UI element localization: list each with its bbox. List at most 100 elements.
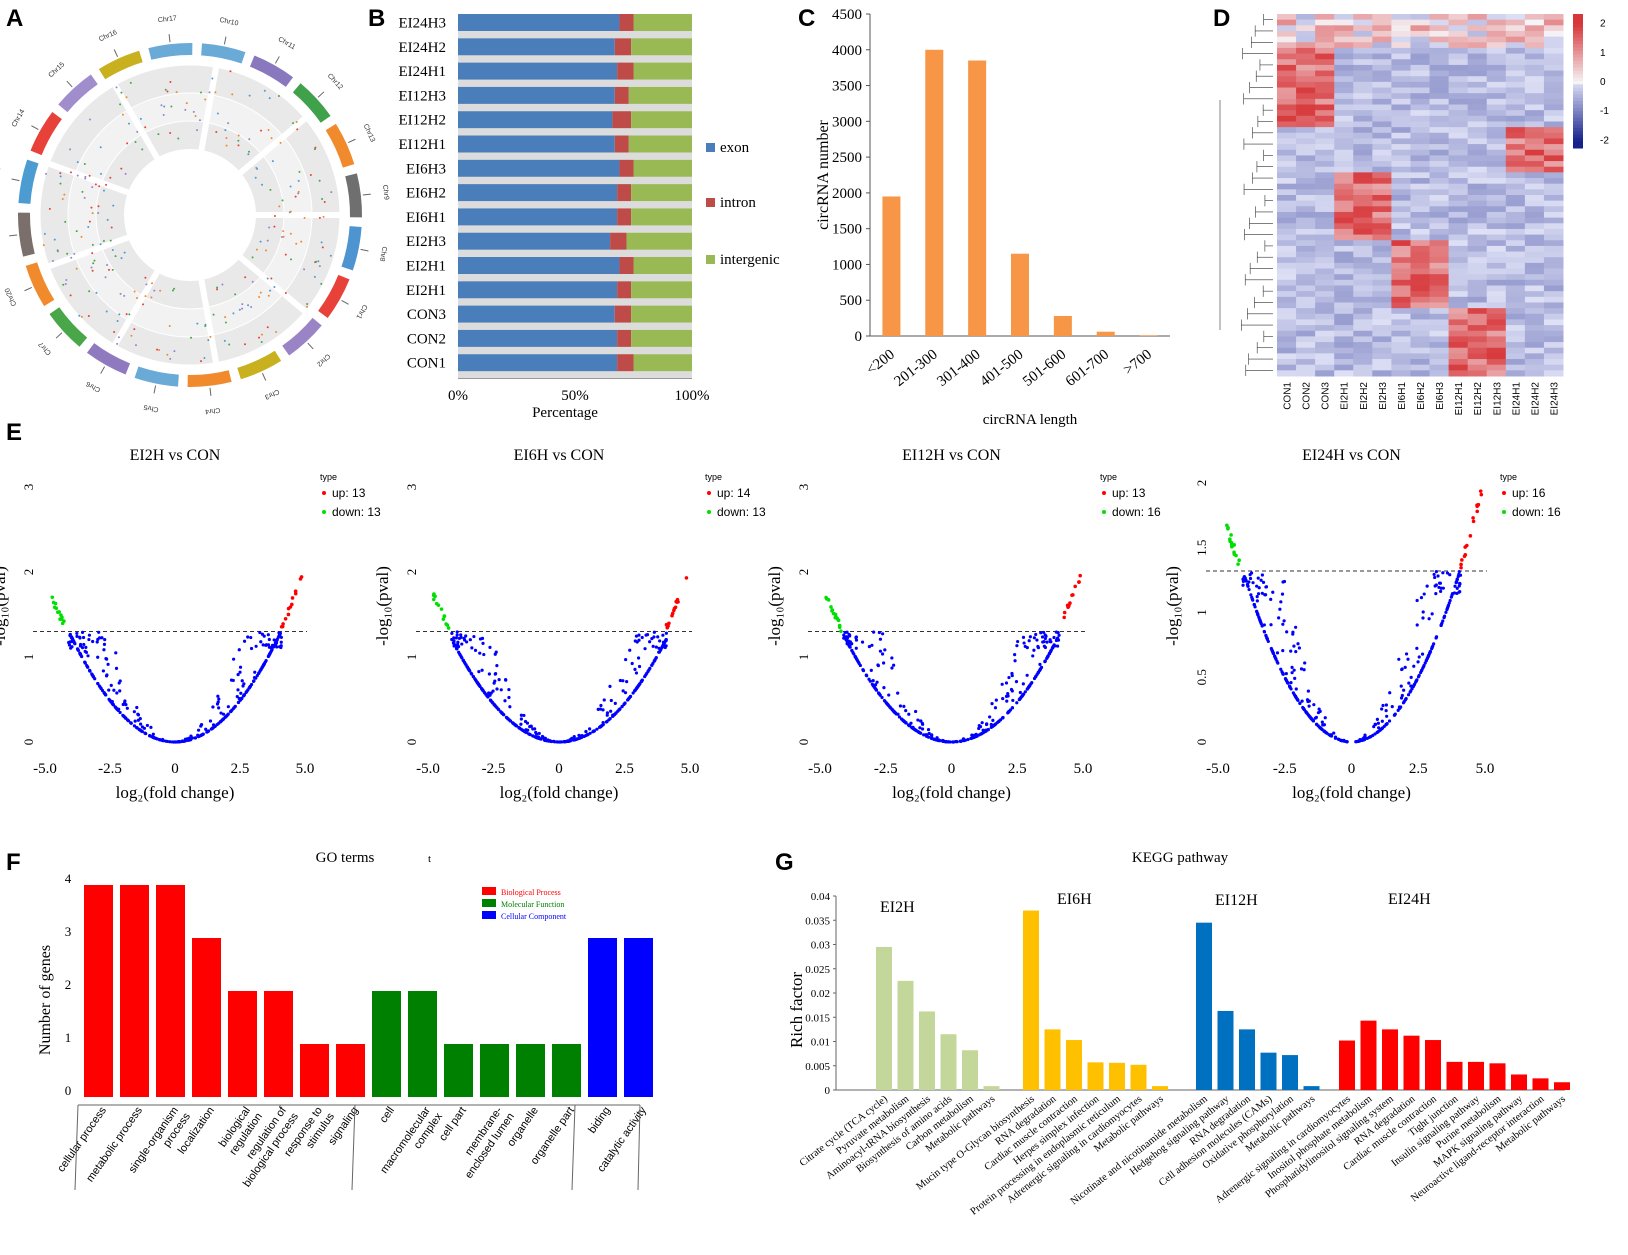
legend-label-down: down: 16 [1112, 505, 1161, 519]
bar-ei6h [1152, 1086, 1168, 1090]
point-nonsig [1312, 703, 1316, 707]
heatmap-cell [1429, 87, 1450, 94]
heatmap-cell [1277, 206, 1297, 213]
point-nonsig [102, 642, 107, 646]
circos-point [251, 256, 254, 259]
heatmap-cell [1296, 211, 1316, 219]
point-nonsig [1427, 617, 1431, 621]
heatmap-cell [1448, 64, 1469, 72]
point-nonsig [625, 680, 629, 684]
heatmap-cell [1486, 364, 1507, 371]
point-nonsig [573, 738, 577, 742]
heatmap-cell [1391, 245, 1411, 253]
point-nonsig [591, 730, 595, 734]
heatmap-cell [1410, 166, 1431, 173]
heatmap-cell [1372, 240, 1392, 247]
colorbar-tick-label: -2 [1600, 135, 1609, 146]
circos-point [84, 177, 87, 180]
heatmap-cell [1372, 279, 1392, 286]
heatmap-cell [1277, 25, 1297, 32]
heatmap-cell [1353, 14, 1373, 21]
point-nonsig [139, 722, 143, 726]
point-nonsig [1045, 656, 1049, 660]
heatmap-cell [1391, 53, 1411, 60]
heatmap-cell [1543, 240, 1564, 247]
y-axis-title: Number of genes [37, 945, 54, 1055]
heatmap-cell [1543, 149, 1564, 156]
bar-exon [458, 86, 615, 104]
colorbar-segment [1573, 17, 1583, 22]
point-nonsig [918, 726, 922, 730]
heatmap-cell [1372, 87, 1392, 94]
heatmap-cell [1448, 257, 1469, 264]
heatmap-cell [1429, 325, 1450, 332]
heatmap-cell [1315, 59, 1335, 66]
circos-point [295, 120, 298, 123]
heatmap-cell [1410, 308, 1431, 315]
point-nonsig [1316, 724, 1320, 728]
point-nonsig [614, 711, 618, 715]
heatmap-cell [1391, 115, 1411, 122]
heatmap-cell [1524, 81, 1545, 89]
point-nonsig [1376, 721, 1380, 725]
bar-intron [619, 14, 634, 31]
circos-point [277, 95, 280, 98]
heatmap-cell [1353, 359, 1373, 366]
heatmap-cell [1524, 251, 1545, 258]
bar-ei2h [983, 1086, 1000, 1090]
circos-point [75, 267, 78, 270]
y-tick-label: 0 [825, 1085, 831, 1097]
heatmap-cell [1429, 206, 1450, 213]
heatmap-cell [1353, 296, 1373, 303]
point-nonsig [1448, 598, 1452, 603]
point-nonsig [850, 648, 854, 653]
heatmap-cell [1277, 262, 1297, 270]
point-nonsig [481, 689, 485, 693]
point-nonsig [80, 630, 85, 634]
point-nonsig [1049, 649, 1053, 653]
heatmap-cell [1296, 98, 1316, 105]
heatmap-cell [1448, 240, 1469, 247]
circos-point [169, 80, 172, 83]
point-nonsig [531, 734, 535, 738]
heatmap-cell [1334, 121, 1354, 128]
point-nonsig [117, 707, 121, 711]
y-tick-label: 0 [65, 1083, 72, 1098]
heatmap-cell [1543, 353, 1564, 360]
heatmap-cell [1334, 245, 1354, 253]
heatmap-cell [1334, 138, 1354, 145]
circos-point [84, 175, 87, 178]
point-nonsig [1252, 603, 1256, 607]
heatmap-cell [1353, 36, 1373, 43]
chromosome-label: Chr9 [381, 184, 390, 200]
point-nonsig [634, 634, 638, 638]
circos-point [125, 96, 128, 99]
circos-point [44, 172, 47, 175]
circos-point [300, 240, 303, 243]
point-nonsig [254, 644, 258, 648]
heatmap-cell [1372, 104, 1392, 111]
point-nonsig [259, 640, 263, 644]
colorbar-segment [1573, 81, 1583, 85]
heatmap-cell [1315, 115, 1335, 122]
heatmap-cell [1505, 14, 1526, 21]
x-tick-label: 501-600 [1020, 347, 1069, 390]
bar-intron [617, 329, 632, 347]
point-nonsig [652, 635, 656, 639]
point-nonsig [630, 661, 634, 666]
point-nonsig [252, 675, 257, 680]
heatmap-cell [1448, 110, 1469, 117]
point-nonsig [1246, 584, 1250, 588]
chromosome-arc-chr6 [86, 343, 131, 375]
y-tick-label: 4500 [832, 7, 862, 23]
heatmap-cell [1353, 262, 1373, 270]
heatmap-cell [1543, 268, 1564, 275]
heatmap-cell [1486, 172, 1507, 179]
heatmap-cell [1505, 262, 1526, 270]
point-nonsig [1317, 707, 1321, 711]
heatmap-cell [1410, 25, 1431, 32]
heatmap-cell [1410, 87, 1431, 94]
circos-point [298, 170, 301, 173]
point-nonsig [1265, 637, 1270, 642]
row-gap [458, 274, 692, 282]
